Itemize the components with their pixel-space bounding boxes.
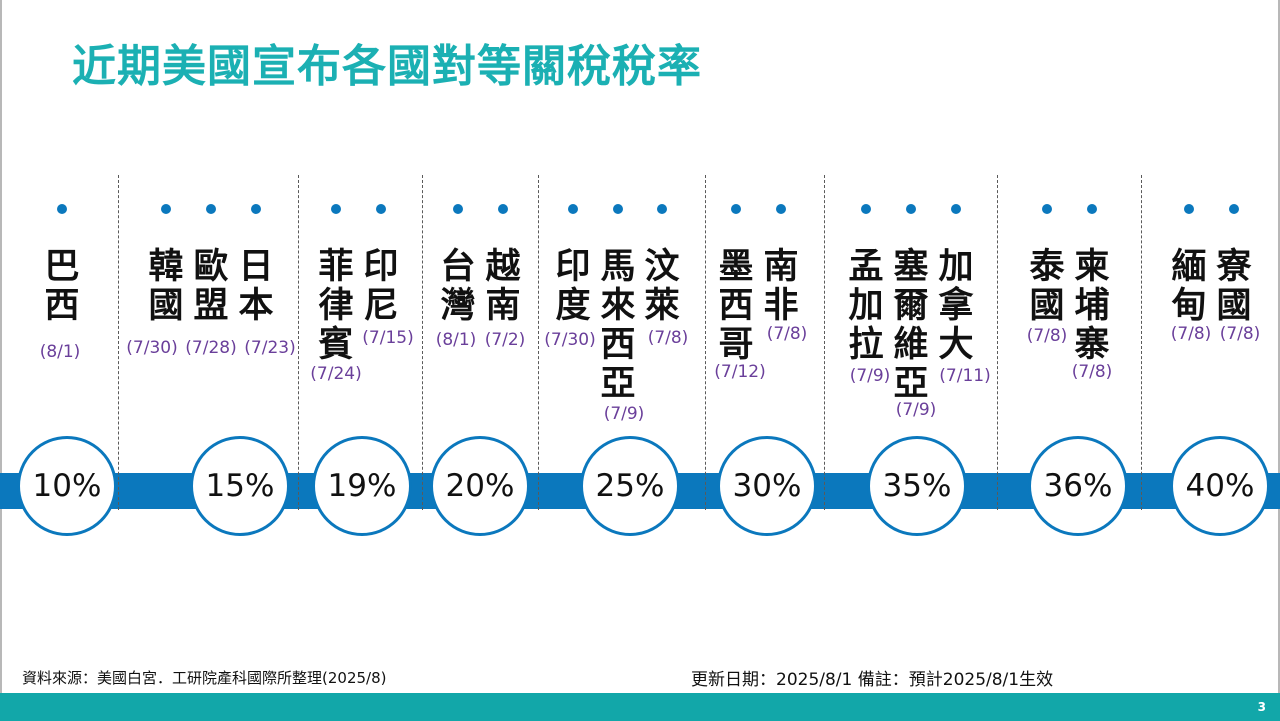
country-date: (8/1) — [435, 330, 477, 350]
country-dot — [951, 204, 961, 214]
country-name: 汶萊 — [644, 247, 680, 326]
country-date: (7/9) — [895, 400, 937, 420]
country-date: (7/9) — [849, 366, 891, 386]
country-name: 泰國 — [1029, 247, 1065, 326]
country-dot — [1184, 204, 1194, 214]
country-name: 柬埔寨 — [1074, 247, 1110, 365]
update-note: 更新日期：2025/8/1 備註：預計2025/8/1生效 — [691, 670, 1054, 690]
group-divider — [1141, 175, 1142, 510]
rate-circle: 10% — [17, 436, 117, 536]
country-name: 塞爾維亞 — [893, 247, 929, 404]
group-divider — [298, 175, 299, 510]
frame-left-border — [0, 0, 2, 721]
country-dot — [453, 204, 463, 214]
country-dot — [251, 204, 261, 214]
footer-bar — [0, 693, 1280, 721]
country-date: (7/15) — [362, 328, 414, 348]
country-dot — [613, 204, 623, 214]
rate-circle: 30% — [717, 436, 817, 536]
country-name: 日本 — [238, 247, 274, 326]
source-note: 資料來源：美國白宮．工研院產科國際所整理(2025/8) — [22, 669, 387, 687]
country-dot — [161, 204, 171, 214]
group-divider — [824, 175, 825, 510]
country-date: (7/24) — [310, 364, 362, 384]
country-date: (7/9) — [603, 404, 645, 424]
country-dot — [568, 204, 578, 214]
page-title: 近期美國宣布各國對等關稅稅率 — [72, 41, 702, 92]
rate-circle: 36% — [1028, 436, 1128, 536]
rate-circle: 19% — [312, 436, 412, 536]
country-date: (7/8) — [766, 324, 808, 344]
group-divider — [422, 175, 423, 510]
country-dot — [1087, 204, 1097, 214]
country-dot — [906, 204, 916, 214]
country-name: 孟加拉 — [848, 247, 884, 365]
page-number: 3 — [1257, 700, 1266, 714]
country-dot — [731, 204, 741, 214]
country-dot — [861, 204, 871, 214]
country-name: 菲律賓 — [318, 247, 354, 365]
country-date: (7/8) — [1170, 324, 1212, 344]
country-name: 墨西哥 — [718, 247, 754, 365]
country-name: 印尼 — [363, 247, 399, 326]
country-dot — [657, 204, 667, 214]
rate-circle: 20% — [430, 436, 530, 536]
country-date: (7/11) — [939, 366, 991, 386]
country-dot — [498, 204, 508, 214]
country-date: (7/8) — [1071, 362, 1113, 382]
country-date: (7/12) — [714, 362, 766, 382]
country-date: (7/30) — [126, 338, 178, 358]
group-divider — [118, 175, 119, 510]
frame-right-border — [1278, 0, 1280, 721]
rate-circle: 35% — [867, 436, 967, 536]
country-name: 歐盟 — [193, 247, 229, 326]
country-dot — [331, 204, 341, 214]
country-date: (7/8) — [1219, 324, 1261, 344]
rate-circle: 25% — [580, 436, 680, 536]
country-dot — [206, 204, 216, 214]
country-date: (7/23) — [244, 338, 296, 358]
country-date: (8/1) — [39, 342, 81, 362]
country-date: (7/8) — [647, 328, 689, 348]
group-divider — [705, 175, 706, 510]
group-divider — [997, 175, 998, 510]
country-date: (7/28) — [185, 338, 237, 358]
country-dot — [1229, 204, 1239, 214]
country-dot — [376, 204, 386, 214]
country-name: 寮國 — [1216, 247, 1252, 326]
country-name: 巴西 — [44, 247, 80, 326]
country-dot — [776, 204, 786, 214]
country-name: 緬甸 — [1171, 247, 1207, 326]
country-name: 台灣 — [440, 247, 476, 326]
country-name: 南非 — [763, 247, 799, 326]
country-name: 印度 — [555, 247, 591, 326]
country-date: (7/30) — [544, 330, 596, 350]
country-name: 加拿大 — [938, 247, 974, 365]
country-name: 馬來西亞 — [600, 247, 636, 404]
group-divider — [538, 175, 539, 510]
country-dot — [1042, 204, 1052, 214]
country-date: (7/8) — [1026, 326, 1068, 346]
rate-circle: 15% — [190, 436, 290, 536]
country-dot — [57, 204, 67, 214]
country-date: (7/2) — [484, 330, 526, 350]
country-name: 越南 — [485, 247, 521, 326]
rate-circle: 40% — [1170, 436, 1270, 536]
country-name: 韓國 — [148, 247, 184, 326]
